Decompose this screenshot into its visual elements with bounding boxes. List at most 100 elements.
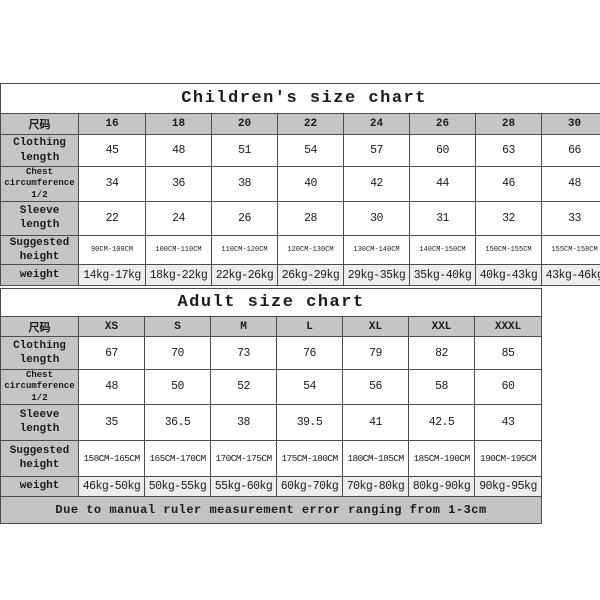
size-value-cell: 120CM-130CM [277,234,344,266]
size-value-cell: 52 [210,369,277,405]
size-value-cell: 175CM-180CM [276,439,343,477]
size-value-cell: 60 [473,369,543,405]
row-label: Chest circumference 1/2 [0,369,79,405]
size-value-cell: 58 [408,369,475,405]
size-column-header: 16 [78,113,146,135]
size-value-cell: 70 [144,336,211,370]
size-value-cell: 14kg-17kg [78,264,146,287]
size-column-header: 30 [540,113,600,135]
size-value-cell: 48 [145,134,212,167]
size-value-cell: 51 [211,134,278,167]
size-value-cell: 60 [409,134,476,167]
size-column-header: XXL [408,316,475,337]
size-value-cell: 185CM-190CM [408,439,475,477]
row-label: weight [0,475,79,497]
size-value-cell: 85 [473,336,543,370]
size-value-cell: 40 [277,166,344,202]
size-value-cell: 56 [342,369,409,405]
size-value-cell: 45 [78,134,146,167]
size-value-cell: 50kg-55kg [144,475,211,497]
row-label: Sleeve length [0,200,79,236]
size-value-cell: 50 [144,369,211,405]
size-value-cell: 38 [211,166,278,202]
size-column-header: 20 [211,113,278,135]
size-value-cell: 54 [276,369,343,405]
size-value-cell: 42 [343,166,410,202]
size-value-cell: 22 [78,200,146,236]
row-label: Clothing length [0,134,79,167]
size-value-cell: 29kg-35kg [343,264,410,287]
size-value-cell: 79 [342,336,409,370]
size-column-header: 26 [409,113,476,135]
size-value-cell: 76 [276,336,343,370]
size-value-cell: 44 [409,166,476,202]
size-column-header: 18 [145,113,212,135]
size-value-cell: 90kg-95kg [473,475,543,497]
size-value-cell: 32 [475,200,542,236]
size-value-cell: 90CM-100CM [78,234,146,266]
size-value-cell: 100CM-110CM [145,234,212,266]
row-label: Clothing length [0,336,79,370]
size-value-cell: 57 [343,134,410,167]
size-value-cell: 140CM-150CM [409,234,476,266]
size-value-cell: 48 [540,166,600,202]
size-value-cell: 67 [78,336,145,370]
size-value-cell: 43 [473,403,543,441]
size-column-header: 24 [343,113,410,135]
size-value-cell: 63 [475,134,542,167]
size-value-cell: 36.5 [144,403,211,441]
children-chart-title: Children's size chart [0,83,600,114]
row-label: Suggested height [0,439,79,477]
size-value-cell: 26 [211,200,278,236]
children-size-chart-table: Children's size chart 尺码 16 18 20 22 24 26 28 30 C… [0,83,600,287]
size-value-cell: 82 [408,336,475,370]
size-column-header: S [144,316,211,337]
size-value-cell: 54 [277,134,344,167]
size-value-cell: 30 [343,200,410,236]
size-value-cell: 170CM-175CM [210,439,277,477]
size-column-header: XS [78,316,145,337]
size-value-cell: 180CM-185CM [342,439,409,477]
size-value-cell: 35kg-40kg [409,264,476,287]
size-value-cell: 42.5 [408,403,475,441]
size-label-header: 尺码 [0,113,79,135]
size-value-cell: 190CM-195CM [473,439,543,477]
size-value-cell: 24 [145,200,212,236]
size-column-header: XXXL [473,316,543,337]
size-value-cell: 110CM-120CM [211,234,278,266]
size-column-header: XL [342,316,409,337]
size-column-header: 22 [277,113,344,135]
size-value-cell: 28 [277,200,344,236]
size-value-cell: 80kg-90kg [408,475,475,497]
size-value-cell: 38 [210,403,277,441]
size-value-cell: 48 [78,369,145,405]
measurement-error-note: Due to manual ruler measurement error ra… [0,495,543,524]
size-column-header: M [210,316,277,337]
size-value-cell: 26kg-29kg [277,264,344,287]
size-value-cell: 39.5 [276,403,343,441]
size-value-cell: 155CM-158CM [540,234,600,266]
row-label: Sleeve length [0,403,79,441]
row-label: weight [0,264,79,287]
size-label-header: 尺码 [0,316,79,337]
adult-size-chart-table: Adult size chart 尺码 XS S M L XL XXL XXXL Clothing… [0,288,543,524]
size-column-header: L [276,316,343,337]
size-value-cell: 73 [210,336,277,370]
size-value-cell: 36 [145,166,212,202]
size-value-cell: 31 [409,200,476,236]
size-value-cell: 33 [540,200,600,236]
adult-chart-title: Adult size chart [0,288,543,317]
row-label: Suggested height [0,234,79,266]
size-value-cell: 34 [78,166,146,202]
size-value-cell: 70kg-80kg [342,475,409,497]
size-value-cell: 46 [475,166,542,202]
size-value-cell: 158CM-165CM [78,439,145,477]
size-value-cell: 35 [78,403,145,441]
size-value-cell: 55kg-60kg [210,475,277,497]
size-value-cell: 130CM-140CM [343,234,410,266]
size-value-cell: 60kg-70kg [276,475,343,497]
row-label: Chest circumference 1/2 [0,166,79,202]
size-value-cell: 43kg-46kg [540,264,600,287]
size-value-cell: 165CM-170CM [144,439,211,477]
